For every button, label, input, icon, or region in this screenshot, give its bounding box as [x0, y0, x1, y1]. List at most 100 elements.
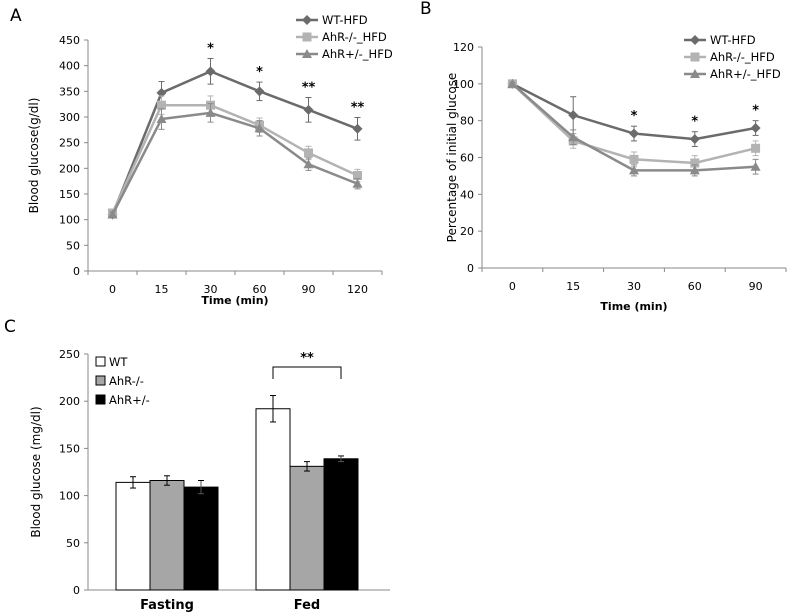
chart-panel-c: C 0 50 100 150 200 250 Blood glucose (mg/dl) Fas…	[4, 317, 390, 613]
data-point	[352, 123, 363, 134]
series-ahr-hfd	[507, 79, 761, 171]
legend-marker	[302, 32, 312, 42]
y-tick-label: 60	[460, 152, 474, 165]
series-line	[111, 103, 359, 214]
x-tick-label: 0	[509, 280, 516, 293]
legend-label: WT-HFD	[710, 33, 756, 47]
data-point	[352, 178, 363, 188]
data-point	[254, 86, 265, 97]
y-tick-label: 120	[453, 41, 474, 54]
panel-letter: A	[10, 6, 22, 26]
y-tick-label: 20	[460, 225, 474, 238]
data-point	[750, 161, 761, 171]
y-tick-label: 250	[59, 137, 80, 150]
chart-panel-b: B 0 20 40 60 80 100 120 0 15 30 60 90 Time (min) Perce…	[420, 0, 787, 313]
data-point	[303, 159, 314, 169]
legend-label: AhR-/-	[109, 374, 144, 388]
y-tick-label: 350	[59, 85, 80, 98]
data-point	[156, 114, 167, 124]
data-point	[205, 66, 216, 77]
x-tick-label: 90	[749, 280, 763, 293]
data-point	[689, 134, 700, 145]
data-point	[353, 171, 362, 181]
bar-wt-fasting	[115, 481, 151, 591]
legend-label: AhR+/-_HFD	[710, 67, 781, 81]
legend-swatch	[95, 356, 106, 367]
y-tick-label: 50	[66, 239, 80, 252]
legend-marker	[690, 35, 700, 45]
x-tick-label: 30	[627, 280, 641, 293]
data-point	[690, 158, 700, 168]
x-axis-title: Time (min)	[201, 294, 268, 307]
y-tick-label: 100	[59, 214, 80, 227]
chart-panel-a: A 0 50 100 150 200 250 300 350 400 450 0 15 30 60 90 120…	[10, 6, 393, 307]
panel-letter: C	[4, 317, 16, 337]
y-axis-title: Percentage of initial glucose	[445, 73, 459, 243]
y-tick-label: 50	[66, 537, 80, 550]
series-ahr-hfd	[507, 78, 761, 177]
significance-marker: *	[691, 115, 698, 130]
legend: WT AhR-/- AhR+/-	[95, 355, 150, 407]
data-point	[107, 209, 118, 219]
y-tick-label: 200	[59, 162, 80, 175]
y-tick-label: 0	[73, 584, 80, 597]
x-tick-label: 60	[688, 280, 702, 293]
data-point	[304, 148, 313, 158]
series-line	[111, 69, 358, 216]
y-axis-title: Blood glucose(g/dl)	[27, 98, 41, 214]
series-ahr-hfd	[108, 95, 362, 218]
y-tick-label: 80	[460, 115, 474, 128]
x-tick-label: 15	[155, 283, 169, 296]
data-point	[629, 154, 639, 164]
x-tick-label: 15	[566, 280, 580, 293]
data-point	[629, 128, 639, 139]
x-tick-label: 120	[347, 283, 368, 296]
y-tick-label: 400	[59, 60, 80, 73]
significance-bracket	[272, 366, 342, 379]
significance-marker: *	[256, 65, 263, 80]
x-tick-label: 60	[253, 283, 267, 296]
bar-ahr--fasting	[149, 479, 185, 591]
legend-label: AhR-/-_HFD	[322, 30, 387, 44]
x-tick-label: 90	[302, 283, 316, 296]
data-point	[689, 165, 700, 175]
y-tick-label: 300	[59, 111, 80, 124]
data-point	[507, 78, 518, 88]
legend: WT-HFD AhR-/-_HFD AhR+/-_HFD	[684, 33, 781, 81]
legend-label: WT-HFD	[322, 13, 368, 27]
series-line	[111, 111, 358, 216]
legend-marker	[690, 52, 700, 62]
y-tick-label: 200	[59, 395, 80, 408]
y-tick-label: 250	[59, 348, 80, 361]
data-point	[157, 100, 166, 110]
x-category-label: Fasting	[140, 598, 194, 613]
significance-marker: *	[207, 41, 214, 56]
legend-label: AhR+/-	[109, 393, 150, 407]
y-tick-label: 100	[453, 78, 474, 91]
y-tick-label: 100	[59, 490, 80, 503]
y-tick-label: 450	[59, 34, 80, 47]
legend-marker	[302, 15, 312, 25]
data-point	[750, 123, 761, 134]
x-tick-label: 0	[109, 283, 116, 296]
series-ahr-hfd	[107, 103, 363, 219]
data-point	[254, 123, 265, 133]
bar-ahr--fed	[289, 465, 325, 591]
y-tick-label: 150	[59, 442, 80, 455]
legend-marker	[302, 49, 312, 58]
significance-marker: *	[631, 109, 638, 124]
panel-letter: B	[420, 0, 432, 19]
bar-ahr--fasting	[183, 486, 219, 591]
legend: WT-HFD AhR-/-_HFD AhR+/-_HFD	[296, 13, 393, 61]
data-point	[568, 110, 579, 121]
y-tick-label: 0	[467, 262, 474, 275]
x-axis-title: Time (min)	[600, 300, 667, 313]
bar-wt-fed	[255, 408, 291, 591]
data-point	[751, 143, 761, 153]
significance-marker: **	[302, 80, 316, 95]
data-point	[205, 107, 216, 117]
legend-label: AhR-/-_HFD	[710, 50, 775, 64]
bar-ahr--fed	[323, 458, 359, 591]
legend-label: WT	[109, 355, 128, 369]
